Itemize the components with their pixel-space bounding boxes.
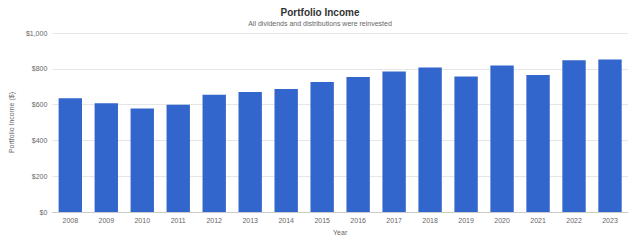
svg-text:$1,000: $1,000 (26, 30, 48, 37)
svg-text:2010: 2010 (134, 217, 150, 224)
svg-text:$400: $400 (32, 137, 48, 144)
svg-text:All dividends and distribution: All dividends and distributions were rei… (248, 20, 392, 27)
svg-text:2009: 2009 (98, 217, 114, 224)
svg-text:2021: 2021 (530, 217, 546, 224)
svg-text:Portfolio Income: Portfolio Income (281, 7, 360, 18)
svg-text:$600: $600 (32, 101, 48, 108)
svg-text:Portfolio Income ($): Portfolio Income ($) (8, 92, 16, 153)
svg-text:$200: $200 (32, 173, 48, 180)
svg-text:2014: 2014 (278, 217, 294, 224)
svg-text:2018: 2018 (422, 217, 438, 224)
svg-text:2012: 2012 (206, 217, 222, 224)
svg-text:2023: 2023 (602, 217, 618, 224)
svg-text:2019: 2019 (458, 217, 474, 224)
svg-text:$0: $0 (40, 209, 48, 216)
svg-text:2017: 2017 (386, 217, 402, 224)
svg-text:Year: Year (333, 229, 348, 236)
svg-text:$800: $800 (32, 65, 48, 72)
svg-text:2022: 2022 (566, 217, 582, 224)
svg-text:2008: 2008 (63, 217, 79, 224)
svg-text:2013: 2013 (242, 217, 258, 224)
svg-text:2020: 2020 (494, 217, 510, 224)
svg-text:2015: 2015 (314, 217, 330, 224)
svg-text:2011: 2011 (171, 217, 186, 224)
svg-text:2016: 2016 (350, 217, 366, 224)
